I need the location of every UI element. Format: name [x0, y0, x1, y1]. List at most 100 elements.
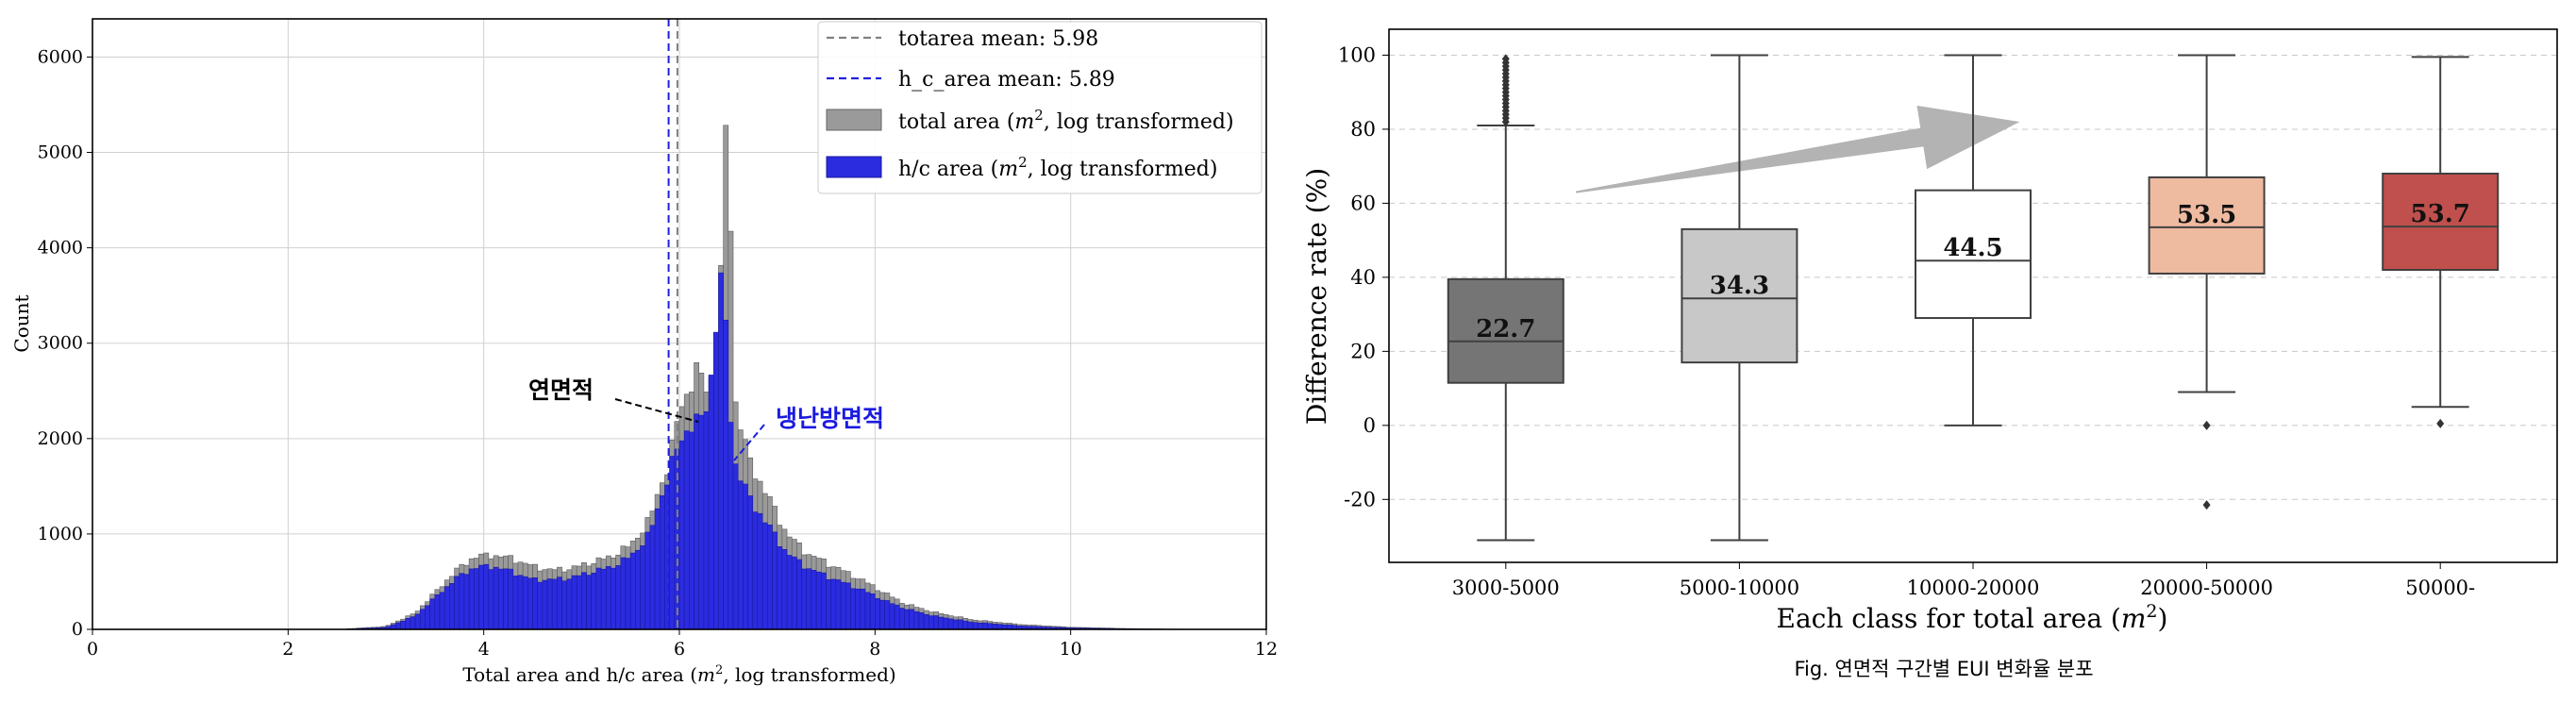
hc-area-bar: [654, 508, 661, 630]
hc-area-bar: [864, 592, 871, 630]
hc-area-bar: [806, 568, 812, 630]
y-tick-label: 0: [72, 619, 83, 640]
hc-area-bar: [503, 568, 509, 630]
hc-area-bar: [860, 588, 866, 630]
outlier-marker: [1501, 117, 1510, 127]
outlier-marker: [1501, 109, 1510, 120]
y-tick-label: 0: [1363, 414, 1376, 437]
hc-area-bar: [918, 611, 925, 630]
hc-area-bar: [694, 413, 700, 630]
hc-area-bar: [649, 525, 656, 630]
hc-area-bar: [884, 600, 891, 630]
hc-area-bar: [625, 558, 631, 630]
x-tick-label: 8: [869, 639, 880, 660]
hc-area-bar: [468, 568, 475, 630]
y-tick-label: 60: [1350, 192, 1376, 214]
hc-area-bar: [821, 572, 827, 630]
outlier-marker: [1501, 83, 1510, 93]
hc-area-bar: [855, 588, 861, 630]
x-tick-label: 4: [478, 639, 490, 660]
hc-area-bar: [889, 603, 895, 630]
y-tick-label: 1000: [38, 524, 83, 544]
outlier-marker: [1501, 61, 1510, 72]
hc-area-bar: [644, 531, 651, 630]
mean-lines: [667, 19, 678, 629]
x-tick-label: 0: [87, 639, 98, 660]
boxplot-x-label: Each class for total area (m2): [1777, 601, 2168, 634]
outlier-marker: [1501, 75, 1510, 86]
hc-area-bar: [952, 619, 959, 630]
hc-area-bar: [947, 618, 954, 630]
box: [2148, 176, 2266, 275]
hc-area-bar: [967, 621, 974, 630]
hc-area-bar: [497, 568, 504, 630]
hc-area-bar: [629, 552, 636, 630]
hc-area-bar: [551, 578, 558, 630]
outlier-marker: [1501, 113, 1510, 124]
hc-area-bar: [708, 375, 714, 630]
hc-area-bar: [591, 573, 597, 630]
hc-area-bar: [743, 483, 748, 630]
hc-area-bar: [473, 568, 479, 630]
hc-area-bar: [678, 440, 685, 630]
hc-area-bar: [992, 624, 998, 630]
hc-area-bar: [894, 604, 900, 630]
hc-area-bar: [537, 581, 544, 630]
hc-area-bar: [840, 581, 846, 630]
outlier-marker: [1501, 94, 1510, 105]
hc-area-bars: [346, 272, 1194, 630]
hc-area-bar: [786, 555, 793, 630]
hc-area-bar: [400, 620, 407, 630]
hc-area-bar: [557, 577, 562, 630]
hc-area-bar: [801, 568, 808, 630]
hc-area-bar: [659, 495, 665, 630]
hc-area-bar: [429, 598, 436, 630]
trend-arrow: [1575, 105, 2020, 193]
outlier-marker: [1501, 106, 1510, 116]
hc-area-bar: [723, 319, 729, 630]
hc-area-bar: [845, 582, 851, 630]
histogram-legend: totarea mean: 5.98 h_c_area mean: 5.89 t…: [817, 21, 1263, 194]
hc-area-bar: [815, 571, 822, 630]
hc-area-bar: [615, 565, 622, 630]
boxplot-boxes: 22.7 34.3 44.5 53.5 53.7: [1447, 54, 2500, 542]
hc-area-bar: [698, 414, 705, 630]
hc-area-bar: [439, 592, 445, 630]
hc-area-bar: [777, 546, 783, 630]
hc-area-bar: [913, 610, 920, 630]
hc-area-bar: [419, 609, 426, 630]
hc-area-bar: [483, 563, 490, 630]
hc-area-bar: [454, 576, 460, 630]
hc-area-bar: [869, 593, 876, 630]
hc-area-bar: [576, 575, 582, 630]
hc-area-bar: [752, 511, 759, 630]
median-label: 34.3: [1710, 272, 1769, 300]
hc-area-bar: [732, 463, 739, 630]
hc-area-bar: [830, 578, 837, 630]
hc-area-bar: [766, 525, 773, 630]
hc-area-bar: [972, 622, 979, 630]
box: [1681, 227, 1798, 364]
hc-area-bar: [546, 578, 553, 630]
hc-area-bar: [898, 608, 905, 630]
y-tick-label: -20: [1344, 488, 1376, 510]
hc-area-bar: [493, 566, 499, 630]
x-tick-label: 2: [282, 639, 293, 660]
median-label: 22.7: [1476, 315, 1535, 343]
hc-area-bar: [712, 331, 719, 630]
x-tick-label: 20000-50000: [2140, 577, 2273, 599]
median-label: 44.5: [1943, 234, 2002, 262]
legend-hc-area: h/c area (m2, log transformed): [898, 154, 1217, 181]
legend-hc-area-mean: h_c_area mean: 5.89: [898, 68, 1115, 92]
outlier-marker: [1501, 69, 1510, 79]
hc-area-bar: [737, 480, 744, 630]
hc-area-bar: [703, 411, 710, 630]
hc-area-bar: [875, 598, 880, 630]
x-tick-label: 5000-10000: [1680, 577, 1799, 599]
hc-area-bar: [850, 588, 856, 630]
hc-area-bar: [718, 272, 724, 630]
hc-area-bar: [600, 568, 607, 630]
outlier-marker: [2436, 418, 2445, 428]
hc-area-bar: [527, 577, 533, 630]
outlier-marker: [1501, 79, 1510, 90]
